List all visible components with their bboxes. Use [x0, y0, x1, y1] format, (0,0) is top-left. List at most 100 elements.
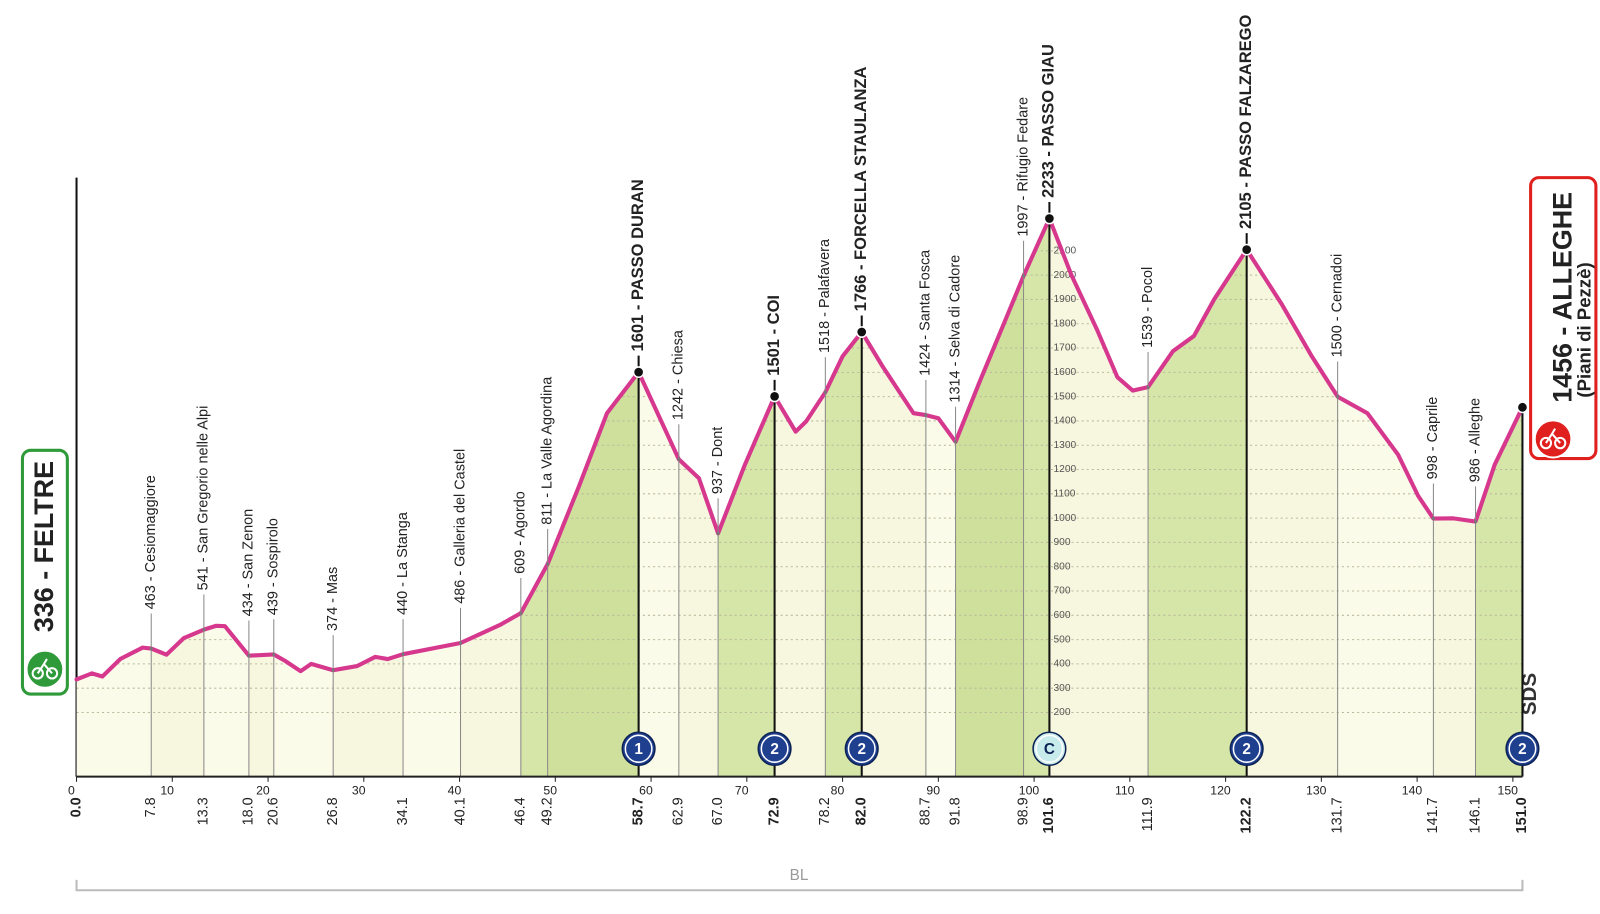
y-tick-label: 500 — [1053, 634, 1070, 645]
y-tick-label: 900 — [1053, 537, 1070, 548]
profile-band — [1246, 218, 1338, 777]
climb-badge — [1229, 731, 1264, 767]
waypoint-label: 374 - Mas — [325, 567, 341, 631]
summit-dot — [855, 326, 868, 338]
summit-label: 1601 - PASSO DURAN — [629, 179, 647, 351]
summit-label: 1501 - COI — [765, 295, 783, 376]
y-tick-label: 400 — [1053, 659, 1070, 670]
waypoint-point — [272, 652, 276, 656]
x-tick-label: 70 — [735, 783, 749, 797]
km-label: 78.2 — [817, 797, 833, 825]
km-label: 13.3 — [196, 797, 212, 825]
x-tick-label: 10 — [160, 783, 174, 797]
y-tick-label: 2100 — [1053, 246, 1076, 257]
summit-dot — [632, 366, 645, 379]
y-tick-label: 1300 — [1053, 440, 1076, 451]
profile-band — [1148, 218, 1247, 777]
profile-band — [925, 218, 956, 777]
waypoint-point — [519, 611, 523, 615]
waypoint-label: 609 - Agordo — [513, 491, 529, 574]
climb-badge — [844, 731, 879, 767]
y-tick-label: 1700 — [1053, 343, 1076, 354]
waypoint-point — [823, 390, 827, 394]
km-label: 26.8 — [325, 797, 341, 825]
climb-category: 2 — [1518, 741, 1527, 758]
km-label: 101.6 — [1041, 797, 1057, 833]
summit-label: 2105 - PASSO FALZAREGO — [1237, 14, 1255, 229]
waypoint-label: 463 - Cesiomaggiore — [143, 475, 159, 609]
y-tick-label: 1000 — [1053, 513, 1076, 524]
waypoint-point — [247, 654, 251, 658]
km-label: 20.6 — [266, 797, 282, 825]
finish-bike — [1539, 428, 1567, 450]
waypoint-point — [546, 562, 550, 566]
finish-dot — [1516, 401, 1529, 414]
y-tick-label: 1100 — [1053, 488, 1075, 499]
summit-label: 1766 - FORCELLA STAULANZA — [852, 66, 870, 311]
waypoint-point — [1431, 517, 1435, 521]
x-tick-label: 150 — [1498, 783, 1519, 797]
km-label: 72.9 — [766, 797, 782, 825]
waypoint-label: 1242 - Chiesa — [671, 330, 687, 420]
waypoint-point — [1022, 274, 1026, 278]
waypoint-point — [202, 628, 206, 632]
km-label: 111.9 — [1140, 797, 1156, 831]
climb-badge — [621, 731, 656, 767]
waypoint-point — [1336, 395, 1340, 399]
waypoint-point — [401, 652, 405, 656]
finish-label: 1456 - ALLEGHE — [1547, 192, 1577, 403]
climb-category: 2 — [857, 741, 866, 758]
profile-band — [861, 218, 926, 777]
profile-band — [1023, 218, 1050, 777]
profile-band — [76, 218, 152, 777]
x-tick-label: 100 — [1019, 783, 1040, 797]
climb-badge-ring — [1508, 734, 1537, 763]
x-tick-label: 130 — [1306, 783, 1327, 797]
km-label: 46.4 — [513, 797, 529, 825]
climb-category: C — [1044, 741, 1055, 758]
profile-band — [547, 218, 639, 777]
y-tick-label: 1500 — [1053, 391, 1076, 402]
km-label: 67.0 — [710, 797, 726, 825]
waypoint-label: 439 - Sospirolo — [266, 518, 282, 615]
x-tick-label: 40 — [448, 783, 462, 797]
km-label: 98.9 — [1015, 797, 1031, 825]
finish-box — [1529, 176, 1598, 461]
climb-category: 1 — [634, 741, 643, 758]
profile-band — [273, 218, 334, 777]
waypoint-point — [458, 641, 463, 645]
km-label: 40.1 — [452, 797, 468, 825]
waypoint-point — [149, 647, 153, 651]
climb-category: 2 — [770, 741, 779, 758]
start-box — [20, 448, 69, 696]
km-label: 7.8 — [143, 797, 159, 817]
summit-dot — [1240, 243, 1253, 256]
profile-band — [955, 218, 1024, 777]
waypoint-point — [716, 531, 720, 535]
waypoint-label: 1539 - Pocol — [1140, 267, 1156, 348]
start-icon — [25, 649, 65, 689]
km-label: 18.0 — [241, 797, 257, 825]
y-tick-label: 1400 — [1053, 416, 1076, 427]
km-label: 34.1 — [395, 797, 411, 825]
y-tick-label: 800 — [1053, 561, 1070, 572]
waypoint-label: 1500 - Cernadoi — [1329, 254, 1345, 358]
waypoint-point — [954, 440, 958, 444]
km-label: 0.0 — [68, 797, 84, 817]
x-tick-label: 90 — [926, 783, 940, 797]
waypoint-label: 440 - La Stanga — [395, 512, 411, 615]
waypoint-label: 1518 - Palafavera — [817, 239, 833, 353]
logo: SDS — [1518, 673, 1541, 715]
waypoint-label: 541 - San Gregorio nelle Alpi — [196, 406, 212, 591]
x-tick-label: 120 — [1210, 783, 1231, 797]
waypoint-point — [331, 668, 335, 672]
km-label: 88.7 — [918, 797, 934, 825]
region-bracket — [75, 879, 1524, 892]
waypoint-label: 1997 - Rifugio Fedare — [1015, 97, 1031, 237]
x-tick-label: 140 — [1402, 783, 1423, 797]
climb-badge-ring — [1232, 734, 1261, 763]
start-point — [74, 677, 79, 682]
km-label: 146.1 — [1467, 797, 1483, 833]
y-tick-label: 2000 — [1053, 270, 1076, 281]
km-label: 151.0 — [1514, 797, 1530, 833]
